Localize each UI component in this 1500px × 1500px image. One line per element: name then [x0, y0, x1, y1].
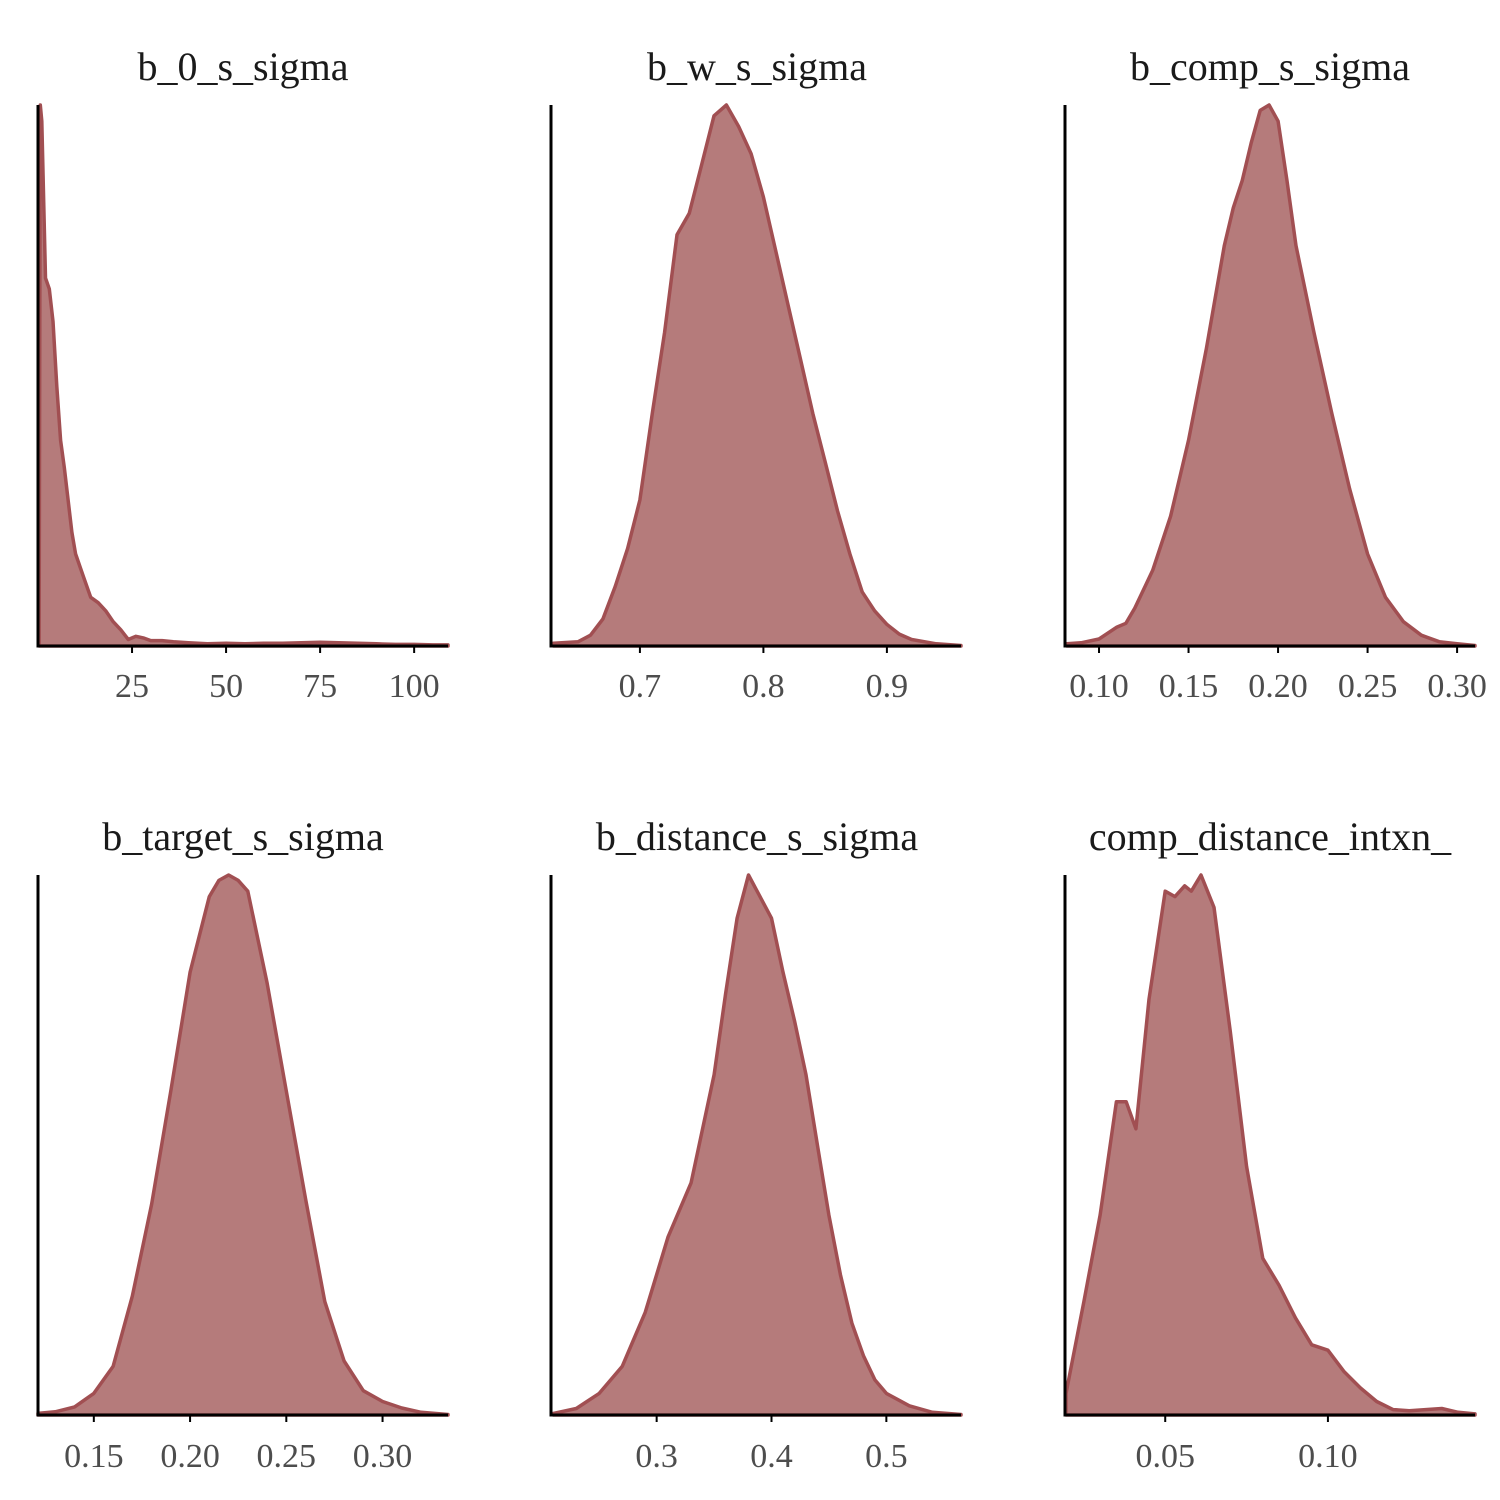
x-tick-label: 0.15 — [1159, 668, 1219, 705]
x-tick-label: 0.15 — [64, 1438, 124, 1475]
density-area — [551, 103, 963, 648]
panel-title: b_comp_s_sigma — [1130, 44, 1410, 89]
density-area — [37, 103, 450, 648]
panel-title: b_target_s_sigma — [102, 814, 384, 859]
x-tick-label: 75 — [303, 668, 337, 705]
x-tick-label: 0.30 — [353, 1438, 413, 1475]
x-tick-label: 0.4 — [750, 1438, 793, 1475]
x-tick-label: 0.9 — [866, 668, 909, 705]
x-tick-label: 0.25 — [257, 1438, 317, 1475]
panel-title: comp_distance_intxn_ — [1089, 814, 1452, 859]
x-tick-label: 0.8 — [742, 668, 785, 705]
x-tick-label: 0.10 — [1298, 1438, 1358, 1475]
density-panel-3: b_comp_s_sigma 0.10 0.15 0.20 0.25 0.30 — [1063, 44, 1487, 705]
x-tick-label: 50 — [209, 668, 243, 705]
x-tick-label: 0.5 — [865, 1438, 908, 1475]
density-panel-6: comp_distance_intxn_ 0.05 0.10 — [1063, 814, 1477, 1475]
density-area — [551, 873, 963, 1417]
panel-title: b_distance_s_sigma — [596, 814, 918, 859]
x-tick-label: 0.20 — [1248, 668, 1308, 705]
x-tick-label: 0.3 — [635, 1438, 678, 1475]
panel-title: b_0_s_sigma — [137, 44, 348, 89]
x-tick-label: 25 — [115, 668, 149, 705]
x-tick-label: 0.30 — [1427, 668, 1487, 705]
x-tick-label: 0.10 — [1069, 668, 1129, 705]
panel-title: b_w_s_sigma — [647, 44, 867, 89]
density-panel-5: b_distance_s_sigma 0.3 0.4 0.5 — [549, 814, 963, 1475]
density-panel-4: b_target_s_sigma 0.15 0.20 0.25 0.30 — [36, 814, 450, 1475]
x-tick-label: 0.20 — [160, 1438, 220, 1475]
x-tick-label: 100 — [389, 668, 440, 705]
density-panel-2: b_w_s_sigma 0.7 0.8 0.9 — [549, 44, 963, 705]
x-tick-label: 0.25 — [1338, 668, 1398, 705]
density-area — [1064, 873, 1477, 1417]
density-area — [36, 873, 450, 1417]
density-area — [1065, 103, 1477, 648]
x-tick-label: 0.7 — [619, 668, 662, 705]
density-panel-1: b_0_s_sigma 25 50 75 100 — [36, 44, 450, 705]
x-tick-label: 0.05 — [1135, 1438, 1195, 1475]
